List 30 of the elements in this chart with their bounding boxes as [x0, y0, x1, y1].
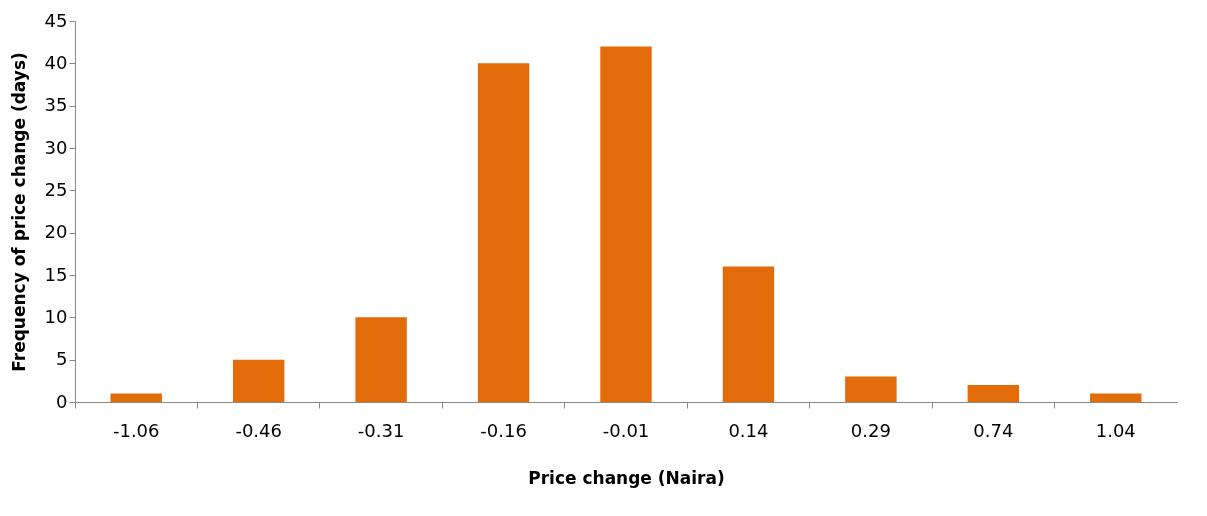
bar	[110, 393, 162, 402]
y-tick-label: 0	[56, 390, 68, 412]
y-tick-label: 15	[44, 263, 68, 285]
y-tick-label: 30	[44, 136, 68, 158]
x-tick-label: 0.74	[973, 419, 1014, 441]
x-tick-label: 1.04	[1095, 419, 1136, 441]
bar	[967, 385, 1020, 402]
x-tick-label: -0.31	[357, 419, 405, 441]
x-tick-label: -1.06	[112, 419, 160, 441]
bar	[845, 376, 897, 402]
bar	[355, 317, 407, 402]
y-axis-title: Frequency of price change (days)	[8, 52, 29, 372]
bar	[722, 266, 775, 402]
bar	[1090, 393, 1142, 402]
bar	[232, 359, 285, 402]
x-axis-title: Price change (Naira)	[528, 467, 725, 488]
bar	[600, 46, 652, 402]
x-tick-label: 0.29	[850, 419, 891, 441]
y-tick-label: 25	[44, 178, 68, 200]
y-tick-label: 20	[44, 221, 68, 243]
x-tick-label: -0.46	[235, 419, 282, 441]
y-tick-label: 5	[56, 348, 68, 370]
y-tick-label: 10	[44, 305, 68, 327]
bar	[477, 63, 530, 402]
x-tick-label: -0.16	[480, 419, 527, 441]
y-tick-label: 40	[44, 51, 68, 73]
x-tick-label: 0.14	[728, 419, 769, 441]
y-tick-label: 35	[44, 94, 68, 116]
y-tick-label: 45	[44, 9, 68, 31]
x-tick-label: -0.01	[602, 419, 650, 441]
